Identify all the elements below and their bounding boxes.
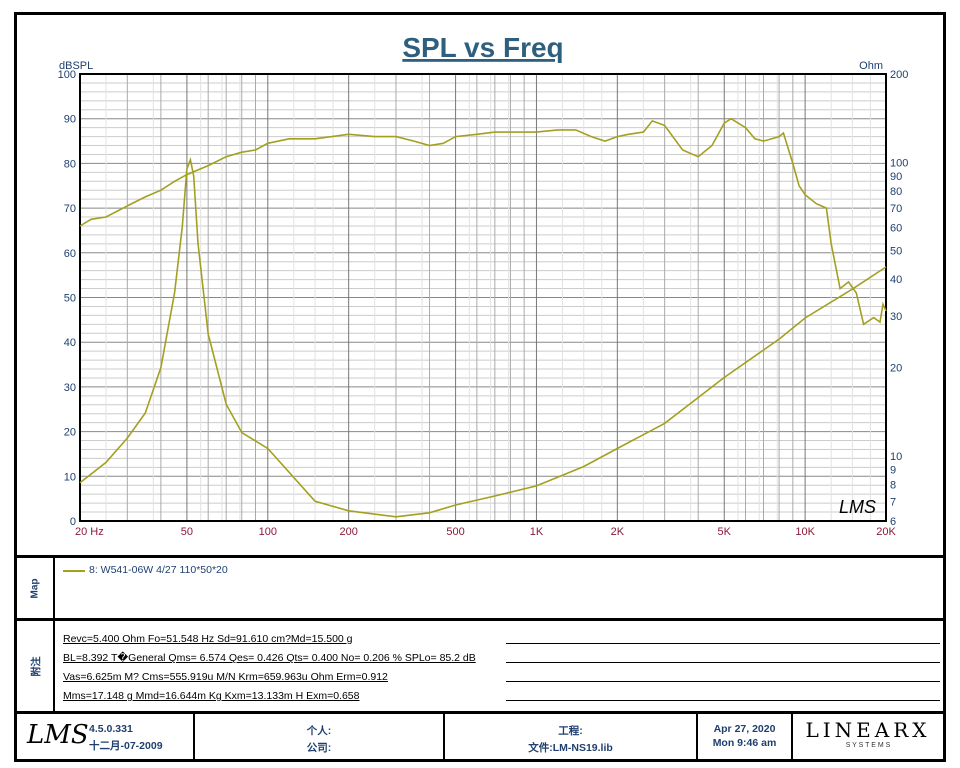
footer-owner: 个人: 公司:	[195, 714, 445, 759]
project: 工程:	[558, 725, 583, 737]
legend-section: Map 8: W541-06W 4/27 110*50*20	[17, 558, 943, 621]
note-line: Vas=6.625m M? Cms=555.919u M/N Krm=659.9…	[63, 671, 388, 683]
x-tick-label: 10K	[795, 526, 815, 538]
impedance-curve	[79, 156, 887, 518]
company: 公司:	[306, 742, 332, 754]
y2-tick-label: 8	[890, 479, 896, 491]
x-tick-label: 2K	[611, 526, 625, 538]
y2-tick-label: 9	[890, 464, 896, 476]
y2-tick-label: 10	[890, 451, 902, 463]
x-tick-label: 20 Hz	[75, 526, 104, 538]
y2-tick-label: 100	[890, 157, 908, 169]
version: 4.5.0.331	[89, 723, 133, 735]
x-tick-label: 50	[181, 526, 193, 538]
y2-tick-label: 6	[890, 516, 896, 528]
y-tick-label: 10	[64, 471, 76, 483]
x-tick-label: 200	[339, 526, 357, 538]
y-tick-label: 30	[64, 382, 76, 394]
y2-tick-label: 60	[890, 222, 902, 234]
notes-label: 附注	[17, 621, 55, 711]
footer-date: Apr 27, 2020 Mon 9:46 am	[698, 714, 793, 759]
y-tick-label: 0	[70, 516, 76, 528]
spl-curve	[79, 117, 887, 326]
y2-tick-label: 7	[890, 496, 896, 508]
y2-tick-label: 50	[890, 246, 902, 258]
chart-title: SPL vs Freq	[402, 32, 563, 63]
y2-tick-label: 40	[890, 274, 902, 286]
y2-tick-label: 90	[890, 171, 902, 183]
y-tick-label: 40	[64, 337, 76, 349]
build-date: 十二月-07-2009	[89, 740, 163, 752]
spl-chart: SPL vs Freq dBSPL Ohm 0 10 20 30 40 50 60 70 80 9…	[58, 32, 909, 538]
y2-axis-label: Ohm	[859, 60, 883, 72]
x-tick-label: 100	[259, 526, 277, 538]
time: Mon 9:46 am	[712, 737, 777, 749]
note-line: Mms=17.148 g Mmd=16.644m Kg Kxm=13.133m …	[63, 690, 360, 702]
y-tick-label: 80	[64, 158, 76, 170]
y2-tick-label: 20	[890, 363, 902, 375]
y-tick-label: 50	[64, 293, 76, 305]
y2-tick-label: 30	[890, 311, 902, 323]
linearx-logo: LINEARX S Y S T E M S	[805, 718, 931, 749]
footer-project: 工程: 文件:LM-NS19.lib	[445, 714, 698, 759]
plot-border	[79, 73, 887, 522]
x-tick-label: 500	[446, 526, 464, 538]
y2-tick-label: 200	[890, 69, 908, 81]
y-tick-label: 70	[64, 203, 76, 215]
y2-tick-label: 80	[890, 186, 902, 198]
legend-swatch	[63, 570, 85, 572]
personal: 个人:	[306, 725, 332, 737]
report-frame: SPL vs Freq dBSPL Ohm 0 10 20 30 40 50 60 70 80 9…	[14, 12, 946, 762]
note-line: BL=8.392 T�General Qms= 6.574 Qes= 0.426…	[63, 652, 476, 664]
lms-watermark: LMS	[839, 497, 876, 517]
y-tick-label: 90	[64, 114, 76, 126]
x-tick-label: 5K	[718, 526, 732, 538]
y2-tick-label: 70	[890, 203, 902, 215]
map-label: Map	[17, 558, 55, 618]
y-tick-label: 20	[64, 427, 76, 439]
file: 文件:LM-NS19.lib	[528, 742, 613, 754]
y-axis-label: dBSPL	[59, 60, 93, 72]
notes-section: 附注 Revc=5.400 Ohm Fo=51.548 Hz Sd=91.610…	[17, 621, 943, 714]
x-tick-label: 20K	[876, 526, 896, 538]
x-tick-label: 1K	[530, 526, 544, 538]
date: Apr 27, 2020	[713, 723, 776, 735]
chart-section: SPL vs Freq dBSPL Ohm 0 10 20 30 40 50 60 70 80 9…	[17, 15, 943, 558]
note-line: Revc=5.400 Ohm Fo=51.548 Hz Sd=91.610 cm…	[63, 633, 353, 645]
y-tick-label: 100	[58, 69, 76, 81]
footer: LMS 4.5.0.331 十二月-07-2009 个人: 公司: 工程: 文件…	[17, 714, 943, 759]
y-tick-label: 60	[64, 248, 76, 260]
legend-entry: 8: W541-06W 4/27 110*50*20	[89, 564, 228, 576]
footer-software: LMS 4.5.0.331 十二月-07-2009	[17, 714, 195, 759]
lms-logo: LMS	[27, 720, 89, 750]
